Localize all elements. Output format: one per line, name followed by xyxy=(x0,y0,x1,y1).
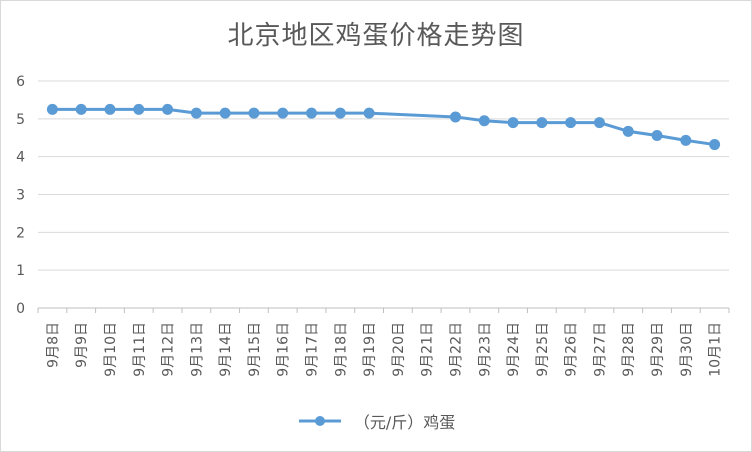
x-tick-label: 9月27日 xyxy=(592,322,608,377)
data-point xyxy=(306,107,318,119)
data-point xyxy=(449,111,461,123)
x-tick-label: 9月30日 xyxy=(679,322,695,377)
series-line xyxy=(52,107,715,147)
x-tick-label: 9月9日 xyxy=(74,322,90,368)
x-tick-label: 9月23日 xyxy=(477,322,493,377)
data-point xyxy=(363,107,375,119)
x-tick-label: 9月11日 xyxy=(132,322,148,377)
x-tick-label: 9月19日 xyxy=(362,322,378,377)
data-point xyxy=(334,107,346,119)
data-point xyxy=(248,107,260,119)
x-tick-label: 9月22日 xyxy=(448,322,464,377)
data-point xyxy=(133,103,145,115)
x-tick-label: 9月25日 xyxy=(535,322,551,377)
data-point xyxy=(219,107,231,119)
x-tick-label: 9月29日 xyxy=(650,322,666,377)
x-tick-label: 9月14日 xyxy=(218,322,234,377)
data-point xyxy=(104,103,116,115)
y-tick-label: 0 xyxy=(16,301,25,317)
y-tick-label: 3 xyxy=(16,188,25,204)
y-tick-label: 6 xyxy=(16,74,25,90)
x-tick-label: 9月8日 xyxy=(45,322,61,368)
data-point xyxy=(622,125,634,137)
x-tick-label: 9月13日 xyxy=(189,322,205,377)
x-tick-label: 9月20日 xyxy=(391,322,407,377)
data-point xyxy=(680,134,692,146)
data-point xyxy=(75,103,87,115)
data-point xyxy=(709,139,721,151)
data-point xyxy=(478,115,490,127)
data-point xyxy=(536,117,548,129)
y-tick-label: 4 xyxy=(16,150,25,166)
x-tick-label: 10月1日 xyxy=(708,322,724,377)
y-tick-label: 5 xyxy=(16,112,25,128)
x-tick-label: 9月17日 xyxy=(305,322,321,377)
legend-marker-icon xyxy=(298,416,341,426)
data-point xyxy=(565,117,577,129)
chart-title: 北京地区鸡蛋价格走势图 xyxy=(227,21,525,51)
x-tick-label: 9月15日 xyxy=(247,322,263,377)
legend: （元/斤）鸡蛋 xyxy=(1,409,751,433)
x-tick-label: 9月12日 xyxy=(161,322,177,377)
x-tick-label: 9月10日 xyxy=(103,322,119,377)
data-point xyxy=(593,117,605,129)
legend-label: （元/斤）鸡蛋 xyxy=(353,413,456,432)
data-point xyxy=(507,117,519,129)
x-tick-label: 9月24日 xyxy=(506,322,522,377)
data-point xyxy=(277,107,289,119)
x-tick-label: 9月26日 xyxy=(564,322,580,377)
data-point xyxy=(162,103,174,115)
x-tick-label: 9月28日 xyxy=(621,322,637,377)
x-tick-label: 9月16日 xyxy=(276,322,292,377)
data-point xyxy=(651,129,663,141)
y-tick-label: 1 xyxy=(16,263,25,279)
y-tick-label: 2 xyxy=(16,225,25,241)
x-tick-label: 9月18日 xyxy=(333,322,349,377)
x-tick-label: 9月21日 xyxy=(420,322,436,377)
data-point xyxy=(190,107,202,119)
data-point xyxy=(46,103,58,115)
